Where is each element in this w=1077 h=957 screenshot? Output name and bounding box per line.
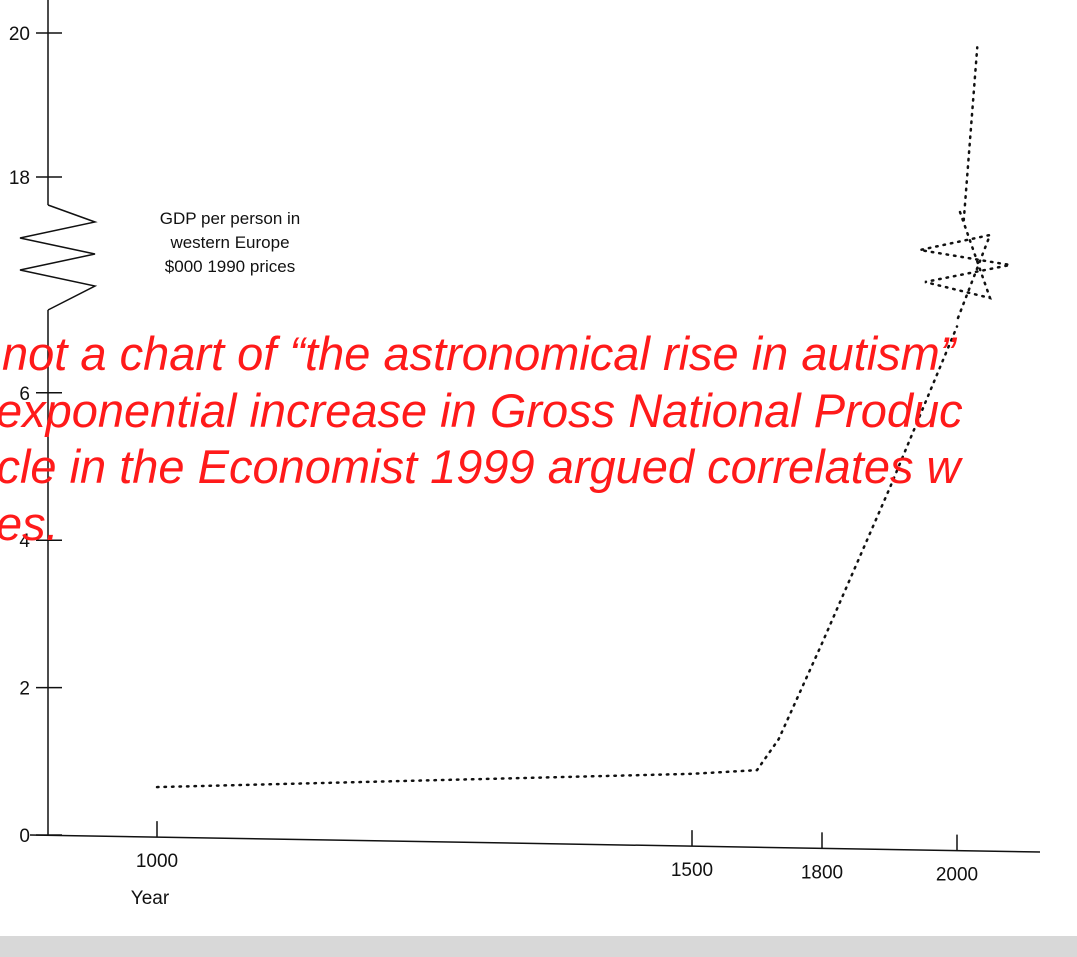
y-tick-label: 18 <box>9 168 30 189</box>
scan-noise <box>0 936 1077 957</box>
overlay-text: not a chart of “the astronomical rise in… <box>2 327 958 380</box>
y-axis-break <box>19 204 98 311</box>
x-axis <box>29 834 1041 853</box>
line-break <box>919 210 1011 320</box>
x-tick-label: 1000 <box>136 851 178 872</box>
overlay-text: icle in the Economist 1999 argued correl… <box>0 440 964 493</box>
y-tick-label: 0 <box>19 826 30 847</box>
annotation: $000 1990 prices <box>165 257 295 276</box>
annotation: GDP per person in <box>160 209 300 228</box>
y-tick-label: 4 <box>19 531 30 552</box>
annotation: western Europe <box>169 233 289 252</box>
y-tick-label: 2 <box>19 679 30 700</box>
x-tick-label: 2000 <box>936 865 978 886</box>
x-tick-label: 1800 <box>801 862 843 883</box>
data-line <box>962 46 979 222</box>
x-axis-label: Year <box>131 888 170 909</box>
overlay-text: exponential increase in Gross National P… <box>0 384 963 437</box>
y-tick-label: 6 <box>19 384 30 405</box>
x-tick-label: 1500 <box>671 860 713 881</box>
data-line <box>155 325 959 789</box>
y-tick-label: 20 <box>9 24 30 45</box>
overlay-text: es. <box>0 497 59 550</box>
